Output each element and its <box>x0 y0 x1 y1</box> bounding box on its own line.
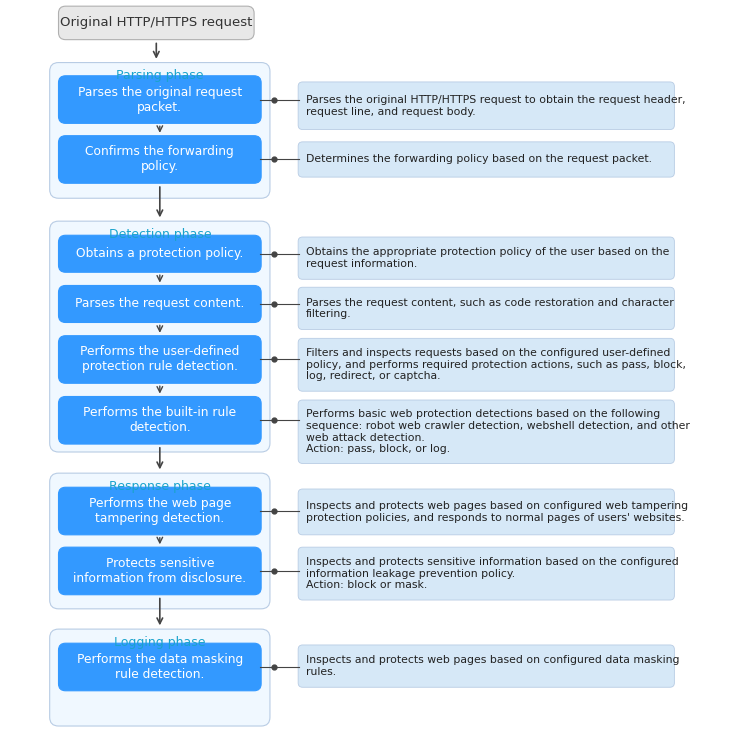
FancyBboxPatch shape <box>59 6 254 40</box>
Text: Parses the request content, such as code restoration and character
filtering.: Parses the request content, such as code… <box>306 298 674 319</box>
Text: Response phase: Response phase <box>109 480 211 493</box>
FancyBboxPatch shape <box>298 547 674 600</box>
Text: Performs the data masking
rule detection.: Performs the data masking rule detection… <box>77 653 243 681</box>
FancyBboxPatch shape <box>298 645 674 687</box>
FancyBboxPatch shape <box>298 237 674 279</box>
FancyBboxPatch shape <box>298 400 674 463</box>
Text: Filters and inspects requests based on the configured user-defined
policy, and p: Filters and inspects requests based on t… <box>306 348 686 382</box>
FancyBboxPatch shape <box>59 396 261 444</box>
FancyBboxPatch shape <box>50 473 270 609</box>
FancyBboxPatch shape <box>59 488 261 535</box>
Text: Protects sensitive
information from disclosure.: Protects sensitive information from disc… <box>73 557 247 585</box>
FancyBboxPatch shape <box>50 629 270 726</box>
Text: Parses the original HTTP/HTTPS request to obtain the request header,
request lin: Parses the original HTTP/HTTPS request t… <box>306 95 686 116</box>
FancyBboxPatch shape <box>59 235 261 272</box>
Text: Parses the request content.: Parses the request content. <box>75 297 244 310</box>
FancyBboxPatch shape <box>59 76 261 123</box>
Text: Detection phase: Detection phase <box>108 228 211 241</box>
FancyBboxPatch shape <box>59 136 261 183</box>
FancyBboxPatch shape <box>59 547 261 595</box>
FancyBboxPatch shape <box>298 142 674 177</box>
FancyBboxPatch shape <box>298 82 674 130</box>
Text: Logging phase: Logging phase <box>114 636 206 649</box>
FancyBboxPatch shape <box>59 643 261 691</box>
Text: Original HTTP/HTTPS request: Original HTTP/HTTPS request <box>60 16 253 30</box>
Text: Confirms the forwarding
policy.: Confirms the forwarding policy. <box>86 145 234 173</box>
FancyBboxPatch shape <box>298 288 674 330</box>
Text: Obtains a protection policy.: Obtains a protection policy. <box>76 247 244 260</box>
Text: Performs the web page
tampering detection.: Performs the web page tampering detectio… <box>89 497 231 525</box>
Text: Inspects and protects web pages based on configured data masking
rules.: Inspects and protects web pages based on… <box>306 655 679 677</box>
Text: Performs basic web protection detections based on the following
sequence: robot : Performs basic web protection detections… <box>306 409 690 454</box>
Text: Inspects and protects sensitive information based on the configured
information : Inspects and protects sensitive informat… <box>306 557 679 590</box>
Text: Parsing phase: Parsing phase <box>116 69 203 82</box>
Text: Parses the original request
packet.: Parses the original request packet. <box>78 85 242 113</box>
FancyBboxPatch shape <box>298 339 674 391</box>
FancyBboxPatch shape <box>50 62 270 199</box>
FancyBboxPatch shape <box>50 221 270 452</box>
FancyBboxPatch shape <box>59 285 261 322</box>
Text: Obtains the appropriate protection policy of the user based on the
request infor: Obtains the appropriate protection polic… <box>306 247 670 269</box>
Text: Performs the user-defined
protection rule detection.: Performs the user-defined protection rul… <box>80 345 239 373</box>
Text: Performs the built-in rule
detection.: Performs the built-in rule detection. <box>83 406 236 434</box>
Text: Determines the forwarding policy based on the request packet.: Determines the forwarding policy based o… <box>306 154 652 165</box>
FancyBboxPatch shape <box>59 336 261 383</box>
FancyBboxPatch shape <box>298 489 674 535</box>
Text: Inspects and protects web pages based on configured web tampering
protection pol: Inspects and protects web pages based on… <box>306 501 688 522</box>
